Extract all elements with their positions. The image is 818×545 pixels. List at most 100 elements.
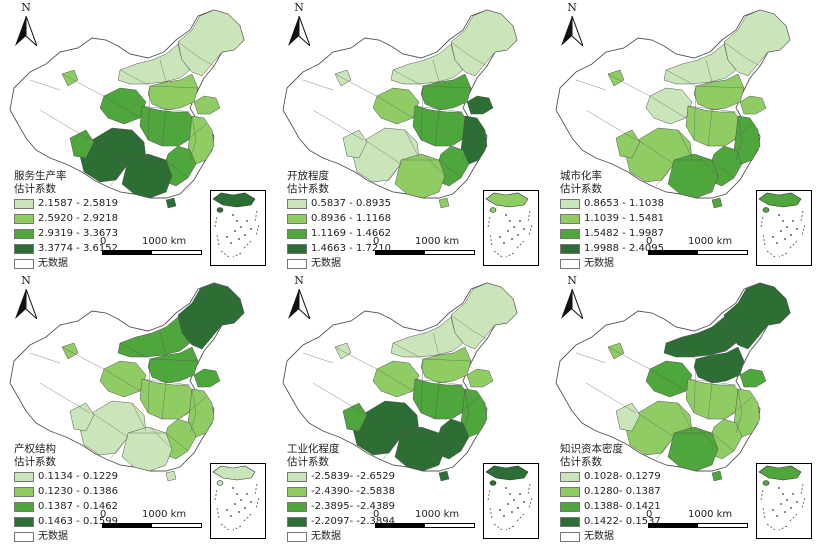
- scale-max-label: 1000 km: [415, 509, 460, 520]
- scale-bar-graphic: [648, 250, 748, 255]
- inset-dash-line: [760, 483, 806, 531]
- legend-swatch: [560, 229, 580, 239]
- region-xinjiang-spot: [607, 69, 625, 87]
- inset-island: [796, 228, 798, 230]
- legend-item: 1.1169 - 1.4662: [287, 227, 437, 241]
- inset-island: [523, 228, 525, 230]
- inset-mainland-coast: [758, 192, 802, 208]
- inset-island: [517, 234, 519, 236]
- inset-island: [226, 236, 228, 238]
- legend-subtitle: 估计系数: [287, 183, 329, 195]
- internal-boundary-13: [432, 332, 440, 356]
- internal-boundary-7: [334, 73, 378, 97]
- internal-boundary-0: [450, 314, 488, 340]
- region-northeast: [723, 9, 791, 77]
- legend-swatch: [560, 259, 580, 269]
- legend-item: 1.9988 - 2.4095: [560, 242, 710, 256]
- scale-bar-segment: [376, 524, 425, 527]
- region-shandong: [466, 95, 494, 115]
- internal-boundary-7: [61, 73, 105, 97]
- internal-boundary-14: [452, 123, 480, 147]
- internal-boundary-2: [141, 105, 191, 113]
- legend-item: 1.4663 - 1.7210: [287, 242, 437, 256]
- inset-island: [513, 499, 515, 501]
- region-inner-mongolia: [663, 316, 737, 358]
- inset-island: [780, 230, 782, 232]
- north-label: N: [21, 1, 31, 14]
- map-panel-service: N 服务生产率 估计系数 2.1587 - 2.5819 2.5920 - 2.9218…: [0, 0, 272, 272]
- internal-boundary-11: [585, 382, 637, 414]
- inset-island: [780, 503, 782, 505]
- scale-bar-segment: [649, 251, 698, 254]
- inset-hainan: [216, 480, 224, 486]
- internal-boundary-5: [91, 139, 129, 165]
- scale-bar-segment: [376, 251, 425, 254]
- south-china-sea-inset: [483, 463, 539, 539]
- internal-boundary-9: [707, 382, 713, 420]
- internal-boundary-10: [404, 129, 420, 159]
- north-arrow: N: [14, 275, 38, 319]
- legend-item: 0.1388- 0.1421: [560, 500, 710, 514]
- inset-island: [796, 501, 798, 503]
- region-shandong: [739, 95, 767, 115]
- inset-island: [786, 226, 788, 228]
- internal-boundary-8: [147, 85, 151, 141]
- internal-boundary-13: [159, 59, 167, 83]
- internal-boundary-2: [414, 378, 464, 386]
- legend-title: 服务生产率: [14, 170, 67, 182]
- inset-island: [782, 220, 784, 222]
- legend-swatch: [560, 244, 580, 254]
- internal-boundary-7: [334, 346, 378, 370]
- inset-island: [772, 509, 774, 511]
- legend-swatch: [14, 532, 34, 542]
- legend-swatch: [560, 517, 580, 527]
- internal-boundary-0: [177, 314, 215, 340]
- scale-bar: 0 1000 km: [373, 236, 483, 262]
- internal-boundary-5: [637, 412, 675, 438]
- legend-swatch: [287, 199, 307, 209]
- map-panel-urbanization: N 城市化率 估计系数 0.8653 - 1.1038 1.1039 - 1.5481 1…: [546, 0, 818, 272]
- inset-island: [232, 487, 234, 489]
- internal-boundary-5: [91, 412, 129, 438]
- inset-island: [246, 220, 248, 222]
- north-arrow-icon: [288, 16, 310, 46]
- internal-boundary-9: [707, 109, 713, 147]
- region-south: [667, 426, 719, 472]
- legend-item: 2.5920 - 2.9218: [14, 212, 164, 226]
- inset-island: [499, 236, 501, 238]
- legend-label: 0.1230 - 0.1386: [38, 486, 118, 497]
- legend-swatch: [560, 472, 580, 482]
- region-south: [394, 426, 446, 472]
- legend-item: 0.8936 - 1.1168: [287, 212, 437, 226]
- legend: 工业化程度 估计系数 -2.5839- -2.6529 -2.4390- -2.583…: [287, 443, 437, 544]
- region-tibet-east: [615, 402, 641, 432]
- legend-item: 2.9319 - 3.3673: [14, 227, 164, 241]
- inset-island: [786, 499, 788, 501]
- internal-boundary-13: [159, 332, 167, 356]
- legend-item-no-data: 无数据: [14, 530, 164, 544]
- internal-boundary-7: [61, 346, 105, 370]
- legend-swatch: [287, 229, 307, 239]
- inset-mainland-coast: [485, 192, 529, 208]
- internal-boundary-15: [109, 436, 129, 460]
- internal-boundary-14: [452, 396, 480, 420]
- inset-mainland-coast: [758, 465, 802, 481]
- internal-boundary-7: [607, 73, 651, 97]
- legend-label: 0.8653 - 1.1038: [584, 198, 664, 209]
- internal-boundary-5: [364, 412, 402, 438]
- internal-boundary-14: [725, 396, 753, 420]
- north-arrow-icon: [15, 16, 37, 46]
- inset-island: [503, 242, 505, 244]
- inset-island: [784, 238, 786, 240]
- region-tibet-east: [69, 402, 95, 432]
- region-inner-mongolia: [117, 43, 191, 85]
- inset-island: [776, 515, 778, 517]
- region-northeast: [177, 9, 245, 77]
- south-china-sea-inset: [756, 190, 812, 266]
- legend-swatch: [287, 487, 307, 497]
- legend: 开放程度 估计系数 0.5837 - 0.8935 0.8936 - 1.1168 1.…: [287, 170, 437, 271]
- inset-map: [485, 192, 533, 258]
- internal-boundary-6: [649, 368, 687, 392]
- internal-boundary-16: [149, 153, 173, 177]
- legend-label: 0.1387 - 0.1462: [38, 501, 118, 512]
